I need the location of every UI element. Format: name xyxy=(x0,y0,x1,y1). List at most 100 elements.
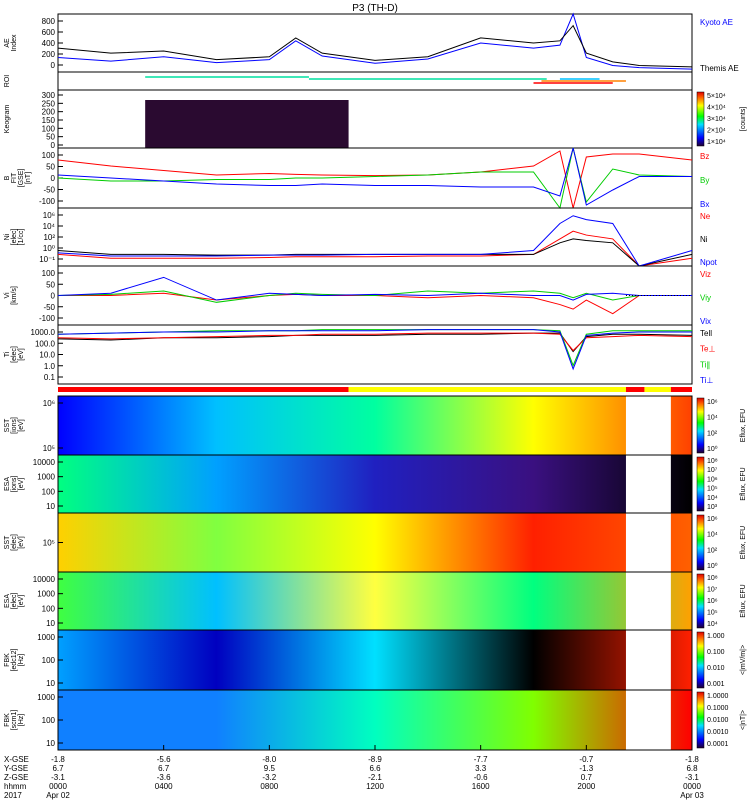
ylabel: FBK xyxy=(4,653,11,667)
colorbar-tick: 10⁶ xyxy=(707,598,718,605)
colorbar-tick: 10⁰ xyxy=(707,445,718,453)
colorbar-tick: 10³ xyxy=(707,504,718,511)
ytick-label: 100.0 xyxy=(35,339,56,348)
xtick-y: 9.5 xyxy=(264,764,276,773)
ylabel: Ni xyxy=(4,233,11,240)
xtick-x: -0.7 xyxy=(579,755,593,764)
legend-entry: Kyoto AE xyxy=(700,18,733,27)
xtick-y: 6.8 xyxy=(686,764,698,773)
legend-entry: By xyxy=(700,176,709,185)
colorbar-tick: 10⁶ xyxy=(707,399,718,406)
ylabel: [Hz] xyxy=(18,714,25,727)
colorbar-tick: 10⁶ xyxy=(707,516,718,523)
ytick-label: 1000 xyxy=(37,473,55,482)
ytick-label: 10.0 xyxy=(39,351,55,360)
ylabel: AE xyxy=(4,38,11,48)
series-ne xyxy=(57,230,693,267)
ytick-label: 100 xyxy=(42,656,56,665)
colorbar-label: Eflux, EFU xyxy=(740,526,747,559)
ylabel: SST xyxy=(4,535,11,549)
ylabel: [elec] xyxy=(11,229,18,246)
ylabel: [edc12] xyxy=(11,648,18,671)
ylabel: Ti xyxy=(4,351,11,357)
colorbar-tick: 0.0010 xyxy=(707,729,729,736)
colorbar-tick: 1.0000 xyxy=(707,693,729,700)
ytick-label: 10² xyxy=(43,233,55,242)
spectrogram-esa_ion xyxy=(58,455,692,513)
series-te xyxy=(57,332,693,352)
legend-entry: Bz xyxy=(700,152,709,161)
panel-fbk_scm: FBK [scm1] [Hz] 1000 100 10 1.0000 0.1000 0.0100… xyxy=(4,689,747,751)
colorbar-tick: 0.0001 xyxy=(707,741,729,748)
colorbar-tick: 10⁷ xyxy=(707,587,718,594)
colorbar-tick: 10⁰ xyxy=(707,562,718,570)
ytick-label: 0 xyxy=(51,174,56,183)
ytick-label: 1000 xyxy=(37,633,55,642)
series-themisae xyxy=(57,24,693,68)
ytick-label: 1000 xyxy=(37,590,55,599)
ylabel: [eV] xyxy=(18,419,25,432)
ytick-label: 10 xyxy=(46,739,55,748)
colorbar-label: [counts] xyxy=(740,107,747,132)
xtick-z: 0.7 xyxy=(581,773,593,782)
xtick-date: Apr 02 xyxy=(46,791,70,800)
colorbar-tick: 10⁵ xyxy=(707,610,718,617)
ytick-label: 0 xyxy=(51,141,56,150)
ytick-label: -100 xyxy=(39,197,56,206)
ytick-label: 1.0 xyxy=(44,362,56,371)
ylabel: [elec] xyxy=(11,534,18,551)
xtick-z: -3.1 xyxy=(685,773,699,782)
xtick-x: -1.8 xyxy=(51,755,65,764)
xaxis-row-label: 2017 xyxy=(4,791,22,800)
ytick-label: 50 xyxy=(46,280,55,289)
data-gap xyxy=(625,630,671,690)
ytick-label: 800 xyxy=(42,17,56,26)
xaxis-row-label: X-GSE xyxy=(4,755,29,764)
series-ni xyxy=(57,238,693,267)
ylabel: [1/cc] xyxy=(18,229,25,246)
colorbar-tick: 4×10⁴ xyxy=(707,105,726,112)
colorbar-label: Eflux, EFU xyxy=(740,584,747,617)
colorbar-tick: 5×10⁴ xyxy=(707,93,726,100)
mode-bar xyxy=(644,387,671,392)
ytick-label: 200 xyxy=(42,108,56,117)
legend-entry: Ni xyxy=(700,235,708,244)
legend-entry: Themis AE xyxy=(700,64,739,73)
ylabel: [ions] xyxy=(11,476,18,493)
ytick-label: -100 xyxy=(39,314,56,323)
ytick-label: 150 xyxy=(42,116,56,125)
colorbar-label: Eflux, EFU xyxy=(740,409,747,442)
xtick-x: -7.7 xyxy=(474,755,488,764)
legend-entry: Bx xyxy=(700,200,709,209)
colorbar-tick: 10⁴ xyxy=(707,532,718,539)
colorbar-sst_elec xyxy=(696,514,705,571)
xtick-z: -3.1 xyxy=(51,773,65,782)
ylabel: B xyxy=(4,175,11,180)
mode-bar xyxy=(58,387,349,392)
xtick-y: 6.6 xyxy=(369,764,381,773)
panel-esa_ion: ESA [ions] [eV] 10000 1000 100 10 10⁸ 10⁷ 10⁶ 10⁵ 1… xyxy=(4,454,747,514)
colorbar-tick: 10⁵ xyxy=(707,486,718,493)
ytick-label: 10⁶ xyxy=(43,211,55,220)
series-vix xyxy=(57,276,692,301)
colorbar-tick: 3×10⁴ xyxy=(707,116,726,123)
xtick-z: -0.6 xyxy=(474,773,488,782)
ytick-label: 10⁵ xyxy=(43,539,55,548)
spectrogram-fbk_scm xyxy=(58,690,692,750)
series-ti xyxy=(57,329,692,371)
series-by xyxy=(57,147,693,210)
mode-bar xyxy=(670,387,692,392)
series-viy xyxy=(57,290,692,303)
legend-entry: Ti∥ xyxy=(700,360,710,369)
ytick-label: 600 xyxy=(42,28,56,37)
data-gap xyxy=(625,513,671,572)
ylabel: [nT] xyxy=(25,172,32,184)
colorbar-tick: 0.010 xyxy=(707,665,725,672)
data-gap xyxy=(625,396,671,455)
mode-bar xyxy=(625,387,645,392)
colorbar-tick: 10² xyxy=(707,430,718,437)
xtick-x: -8.9 xyxy=(368,755,382,764)
panel-sst_ion: SST [ions] [eV] 10⁶ 10⁵ 10⁶ 10⁴ 10² 10⁰ Eflux, EF… xyxy=(4,395,747,456)
colorbar-keogram xyxy=(696,91,705,147)
legend-entry: Te⊥ xyxy=(700,345,715,354)
